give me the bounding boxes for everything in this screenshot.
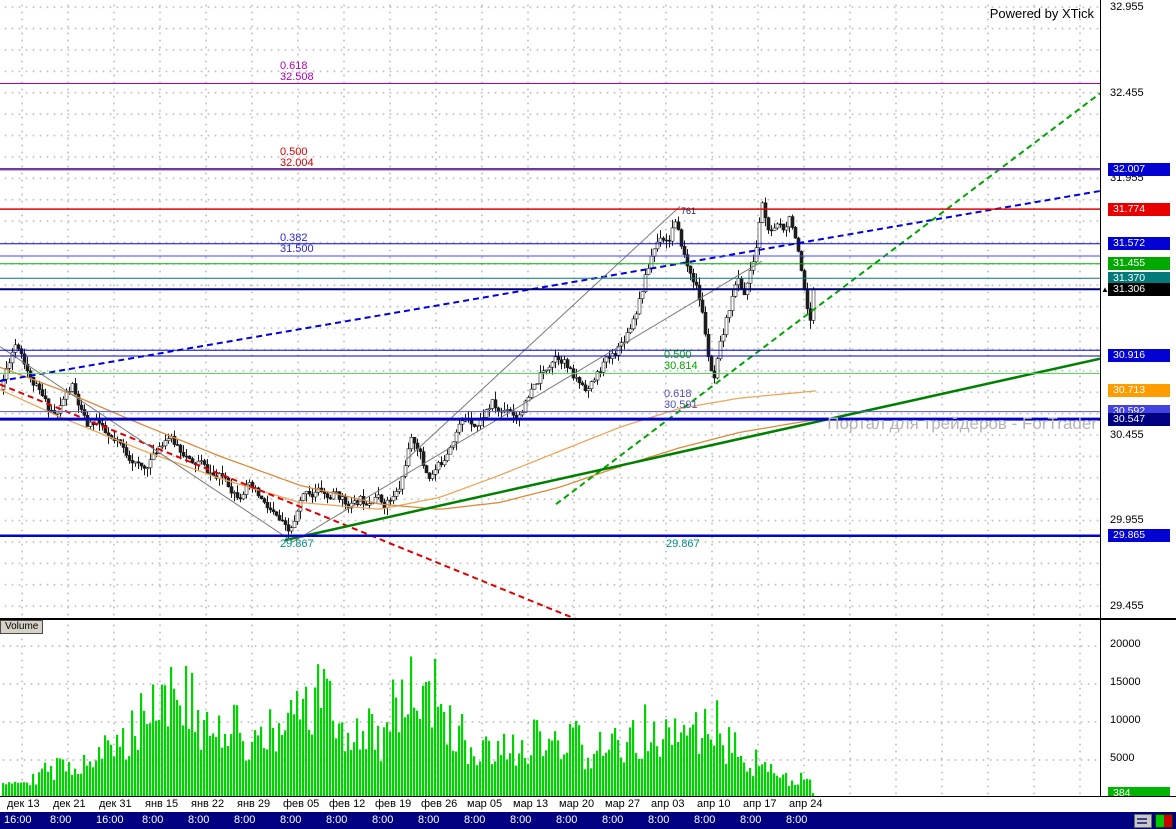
fib-ratio-label: 0.500	[664, 349, 692, 362]
powered-by-label: Powered by XTick	[989, 6, 1094, 21]
date-label: мар 20	[559, 798, 595, 810]
date-label: мар 27	[605, 798, 641, 810]
statusbar-icons	[1134, 814, 1173, 828]
fib-ratio-label: 0.618	[280, 59, 308, 72]
volume-tick: 10000	[1110, 714, 1141, 726]
date-label: фев 26	[421, 798, 458, 810]
ascending-support-green-solid	[284, 357, 1100, 542]
swing-low-label: 29.867	[280, 537, 314, 550]
time-label: 8:00	[786, 814, 808, 826]
ma-slow-orange	[0, 366, 817, 510]
keyboard-icon[interactable]	[1134, 814, 1152, 828]
swing-low-label: 29.867	[666, 537, 700, 550]
volume-tick: 15000	[1110, 676, 1141, 688]
ascending-trendline-blue-dashed	[0, 190, 1100, 382]
time-label: 16:00	[96, 814, 124, 826]
price-tag-29.865: 29.865	[1108, 529, 1170, 543]
time-label: 8:00	[418, 814, 440, 826]
price-tag-31.774: 31.774	[1108, 202, 1170, 216]
price-tick: 32.955	[1110, 1, 1144, 14]
watermark: Портал для трейдеров - ForTrader	[827, 414, 1097, 433]
volume-tick: 20000	[1110, 638, 1141, 650]
date-label: янв 22	[191, 798, 225, 810]
time-label: 16:00	[4, 814, 32, 826]
time-label: 8:00	[372, 814, 394, 826]
price-tick: 30.455	[1110, 428, 1144, 441]
date-label: апр 03	[651, 798, 685, 810]
date-label: янв 29	[237, 798, 271, 810]
fib-ratio-label: 0.500	[280, 145, 308, 158]
date-label: апр 10	[697, 798, 731, 810]
date-label: мар 13	[513, 798, 549, 810]
price-tag-31.306: 31.306	[1108, 282, 1170, 296]
date-label: дек 31	[99, 798, 132, 810]
volume-axis[interactable]: 20000 15000 10000 5000 384	[1101, 620, 1176, 800]
fib-value-label: 30.591	[664, 398, 698, 411]
time-label: 8:00	[602, 814, 624, 826]
volume-tick: 5000	[1110, 752, 1135, 764]
price-tag-30.916: 30.916	[1108, 349, 1170, 363]
fib-value-label: 30.814	[664, 360, 698, 373]
date-label: фев 19	[375, 798, 412, 810]
fib-value-label: 32.004	[280, 156, 314, 169]
date-axis[interactable]: дек 13 дек 21 дек 31 янв 15 янв 22 янв 29 фев …	[0, 797, 1176, 812]
downtrend-channel-line	[0, 346, 294, 543]
volume-panel[interactable]: Volume	[0, 620, 1101, 796]
date-label: фев 05	[283, 798, 320, 810]
uptrend-channel-lower	[292, 260, 763, 543]
time-axis[interactable]: 16:00 8:00 16:00 8:00 8:00 8:00 8:00 8:00 8:00 8:…	[0, 812, 1176, 829]
time-label: 8:00	[142, 814, 164, 826]
price-tag-31.572: 31.572	[1108, 237, 1170, 251]
fib-ratio-label: 0.618	[664, 387, 692, 400]
descending-trendline-red-dashed	[0, 383, 576, 618]
uptrend-channel-upper	[405, 206, 681, 461]
time-label: 8:00	[510, 814, 532, 826]
panel-divider	[0, 618, 1176, 620]
date-label: апр 17	[743, 798, 777, 810]
ma-fast-orange	[0, 388, 817, 510]
time-label: 8:00	[740, 814, 762, 826]
price-tag-31.455: 31.455	[1108, 257, 1170, 271]
connection-status-icon[interactable]	[1155, 814, 1173, 828]
ascending-trendline-green-dashed	[555, 92, 1100, 505]
price-chart-panel[interactable]: Powered by XTick Портал для трейдеров - …	[0, 0, 1101, 618]
date-label: янв 15	[145, 798, 179, 810]
volume-canvas	[2, 656, 815, 796]
time-label: 8:00	[234, 814, 256, 826]
price-axis[interactable]: 32.955 32.455 31.955 30.455 29.955 29.455 32.0…	[1101, 0, 1176, 618]
time-label: 8:00	[648, 814, 670, 826]
time-label: 8:00	[326, 814, 348, 826]
axis-divider	[0, 796, 1176, 797]
fib-value-label: 32.508	[280, 70, 314, 83]
price-tag-32.007: 32.007	[1108, 162, 1170, 176]
time-label: 8:00	[464, 814, 486, 826]
price-tick: 32.455	[1110, 86, 1144, 99]
time-label: 8:00	[280, 814, 302, 826]
price-tag-30.547: 30.547	[1108, 412, 1170, 426]
price-tick: 29.955	[1110, 514, 1144, 527]
price-chart-canvas	[0, 83, 1100, 618]
peak-price-annotation: 761	[681, 206, 697, 216]
price-tag-31.370: 31.370	[1108, 271, 1170, 285]
date-label: дек 21	[53, 798, 86, 810]
current-price-marker: ▲	[1101, 285, 1109, 295]
volume-indicator-label[interactable]: Volume	[0, 620, 44, 634]
time-label: 8:00	[694, 814, 716, 826]
volume-bars	[2, 656, 815, 796]
price-tick: 29.455	[1110, 600, 1144, 612]
fib-ratio-label: 0.382	[280, 232, 308, 245]
date-label: фев 12	[329, 798, 366, 810]
candlesticks	[1, 197, 816, 540]
date-label: дек 13	[7, 798, 40, 810]
fib-value-label: 31.500	[280, 243, 314, 256]
date-label: апр 24	[789, 798, 823, 810]
time-label: 8:00	[188, 814, 210, 826]
date-label: мар 05	[467, 798, 503, 810]
time-label: 8:00	[556, 814, 578, 826]
price-tag-30.713: 30.713	[1108, 384, 1170, 398]
time-label: 8:00	[50, 814, 72, 826]
